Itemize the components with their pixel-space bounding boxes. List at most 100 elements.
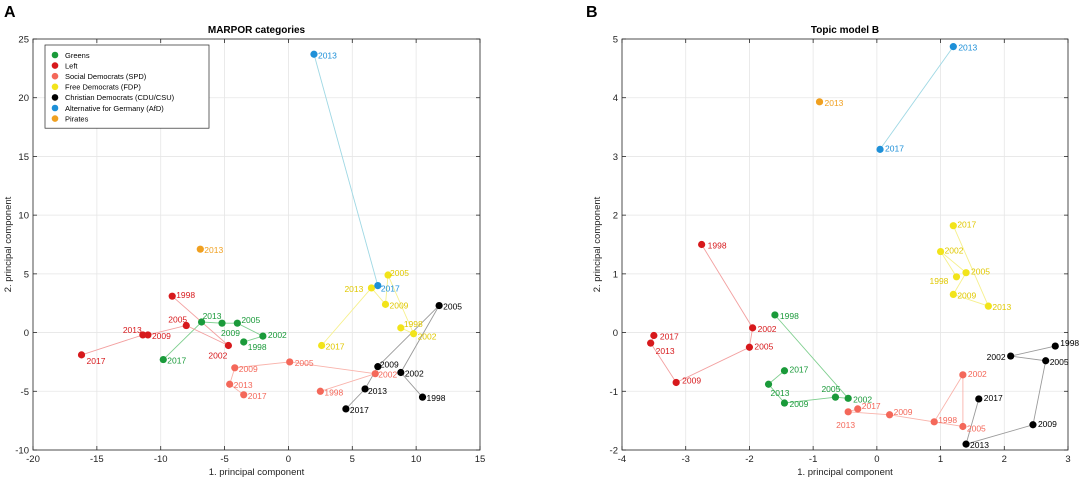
- point-social-democrats-spd-1998: [930, 418, 938, 426]
- point-greens-1998: [771, 311, 779, 319]
- point-social-democrats-spd-2013: [844, 408, 852, 416]
- point-greens-2005: [831, 393, 840, 401]
- y-tick-label: -2: [610, 446, 618, 457]
- point-label-social-democrats-spd-2013: 2013: [234, 380, 253, 390]
- panel-letter-b: B: [586, 4, 598, 21]
- point-free-democrats-fdp-2005: [962, 269, 970, 277]
- point-christian-democrats-cdu-csu-2009: [374, 363, 382, 371]
- point-label-free-democrats-fdp-1998: 1998: [404, 319, 423, 329]
- point-social-democrats-spd-2009: [231, 364, 239, 372]
- y-tick-label: 20: [18, 93, 29, 104]
- point-label-left-2009: 2009: [152, 331, 171, 341]
- x-tick-label: -3: [681, 454, 689, 465]
- point-label-alternative-for-germany-afd-2017: 2017: [885, 143, 904, 153]
- panel-a-marpor-chart: -20 -15 -10 -5 0 5 10 15 -10 -5 0 5 10 15 20 25 MARPOR c…: [3, 25, 485, 478]
- point-left-2013: [139, 331, 147, 339]
- point-label-christian-democrats-cdu-csu-2002: 2002: [987, 352, 1006, 362]
- legend-entry-free-democrats-fdp: Free Democrats (FDP): [65, 83, 141, 92]
- point-free-democrats-fdp-2002: [409, 330, 418, 338]
- point-social-democrats-spd-2005: [286, 358, 294, 366]
- legend-entry-christian-democrats-cdu-csu: Christian Democrats (CDU/CSU): [65, 93, 175, 102]
- y-tick-label: 4: [613, 93, 618, 104]
- series-line-christian-democrats-cdu-csu: [345, 305, 440, 410]
- point-christian-democrats-cdu-csu-2013: [962, 440, 970, 448]
- point-label-christian-democrats-cdu-csu-2005: 2005: [443, 302, 462, 312]
- point-left-1998: [168, 292, 176, 300]
- y-tick-label: -5: [21, 387, 29, 398]
- point-pirates-2013: [815, 98, 824, 106]
- y-tick-label: 15: [18, 152, 29, 163]
- y-tick-label: 0: [24, 328, 29, 339]
- point-label-left-2002: 2002: [758, 324, 777, 334]
- x-tick-label: -5: [220, 454, 228, 465]
- legend-entry-greens: Greens: [65, 51, 90, 60]
- x-tick-label: -15: [90, 454, 104, 465]
- point-label-greens-2013: 2013: [771, 388, 790, 398]
- point-label-greens-1998: 1998: [780, 311, 799, 321]
- x-tick-label: 0: [874, 454, 879, 465]
- point-label-christian-democrats-cdu-csu-2009: 2009: [1038, 419, 1057, 429]
- series-christian-democrats-cdu-csu: 1998 2002 2005 2009 2013 2017: [342, 302, 462, 415]
- x-tick-label: 15: [475, 454, 486, 465]
- point-label-left-1998: 1998: [176, 290, 195, 300]
- x-tick-label: -20: [26, 454, 40, 465]
- point-greens-2002: [259, 332, 267, 340]
- point-label-left-2013: 2013: [656, 346, 675, 356]
- point-label-greens-2009: 2009: [221, 328, 240, 338]
- point-label-free-democrats-fdp-2009: 2009: [389, 300, 408, 310]
- point-label-christian-democrats-cdu-csu-2017: 2017: [350, 405, 369, 415]
- point-pirates-2013: [196, 245, 204, 253]
- axes-box: [32, 38, 481, 451]
- point-greens-2009: [780, 399, 789, 407]
- legend-marker-free-democrats-fdp: [51, 83, 59, 91]
- point-alternative-for-germany-afd-2013: [949, 43, 957, 51]
- y-tick-label: 3: [613, 152, 618, 163]
- point-left-2017: [650, 331, 658, 340]
- y-tick-label: 2: [613, 211, 618, 222]
- point-label-alternative-for-germany-afd-2017: 2017: [381, 284, 400, 294]
- point-left-2002: [749, 324, 757, 332]
- point-label-social-democrats-spd-2009: 2009: [239, 364, 258, 374]
- point-label-social-democrats-spd-2009: 2009: [894, 407, 913, 417]
- point-label-christian-democrats-cdu-csu-1998: 1998: [427, 393, 446, 403]
- point-christian-democrats-cdu-csu-1998: [418, 393, 427, 401]
- point-label-social-democrats-spd-2005: 2005: [295, 358, 314, 368]
- panel-b-topic-model-chart: -4 -3 -2 -1 0 1 2 3 -2 -1 0 1 2 3 4 5 Topic model B 1. pr…: [592, 25, 1079, 478]
- series-line-free-democrats-fdp: [940, 225, 990, 307]
- legend-marker-social-democrats-spd: [51, 72, 59, 80]
- axes-box: [621, 38, 1069, 451]
- point-label-greens-2017: 2017: [167, 356, 186, 366]
- point-christian-democrats-cdu-csu-2002: [397, 368, 405, 377]
- y-tick-label: 10: [18, 211, 29, 222]
- point-label-left-2005: 2005: [754, 341, 773, 351]
- point-label-left-2009: 2009: [682, 375, 701, 385]
- point-label-greens-2005: 2005: [821, 384, 840, 394]
- series-christian-democrats-cdu-csu: 1998 2002 2005 2009 2013 2017: [962, 338, 1079, 450]
- point-greens-2002: [844, 394, 852, 402]
- point-left-2009: [672, 378, 680, 387]
- point-free-democrats-fdp-2013: [367, 284, 376, 292]
- point-label-free-democrats-fdp-2002: 2002: [945, 246, 964, 256]
- y-tick-label: -10: [15, 446, 29, 457]
- y-tick-label: 5: [24, 269, 29, 280]
- point-label-left-2013: 2013: [123, 325, 142, 335]
- legend-entry-left: Left: [65, 61, 78, 70]
- y-tick-label: 1: [613, 269, 618, 280]
- point-alternative-for-germany-afd-2017: [876, 145, 884, 153]
- point-free-democrats-fdp-2009: [949, 290, 957, 299]
- point-greens-1998: [240, 338, 248, 346]
- point-label-free-democrats-fdp-2005: 2005: [971, 267, 990, 277]
- legend-marker-left: [51, 62, 59, 69]
- legend-marker-pirates: [51, 115, 59, 122]
- point-label-social-democrats-spd-1998: 1998: [938, 415, 957, 425]
- series-pirates: 2013: [815, 98, 844, 108]
- x-tick-label: -2: [745, 454, 753, 465]
- point-label-free-democrats-fdp-2013: 2013: [992, 302, 1011, 312]
- series-line-alternative-for-germany-afd: [879, 46, 954, 150]
- x-tick-label: 0: [286, 454, 291, 465]
